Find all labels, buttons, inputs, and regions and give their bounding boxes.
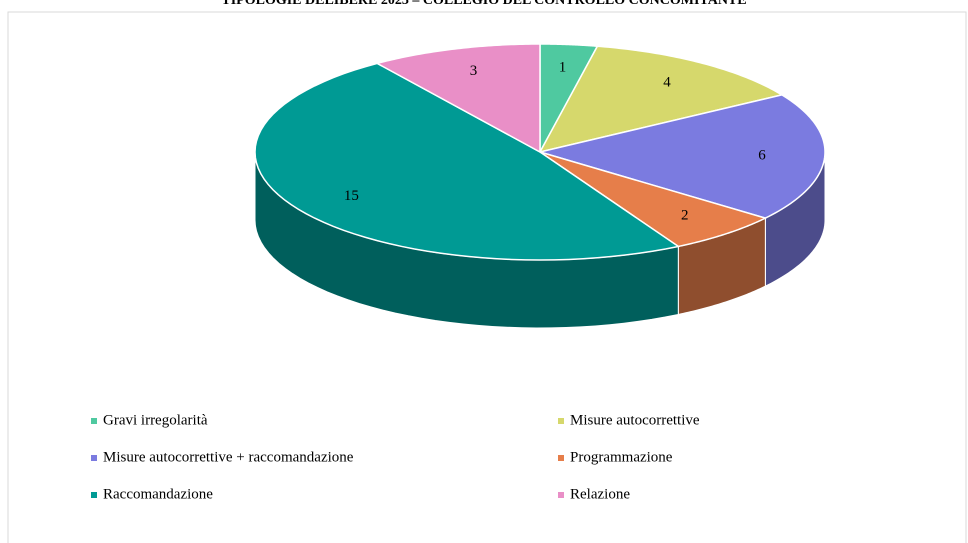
slice	[254, 62, 681, 261]
legend-label: Gravi irregolarità	[103, 412, 208, 428]
data-label: 2	[681, 207, 689, 223]
slice	[538, 45, 784, 154]
slice	[375, 43, 541, 154]
legend-label: Misure autocorrettive	[570, 412, 700, 428]
slice	[537, 94, 826, 219]
data-label: 15	[344, 188, 359, 204]
legend-label: Raccomandazione	[103, 486, 213, 502]
legend-swatch	[558, 418, 564, 424]
chart-title: TIPOLOGIE DELIBERE 2023 – COLLEGIO DEL C…	[221, 0, 746, 8]
legend-swatch	[558, 492, 564, 498]
legend-label: Misure autocorrettive + raccomandazione	[103, 449, 354, 465]
chart-border	[7, 11, 967, 543]
data-label: 3	[470, 63, 478, 79]
data-label: 4	[663, 74, 671, 90]
legend-swatch	[91, 492, 97, 498]
legend-swatch	[91, 455, 97, 461]
slice	[539, 151, 768, 248]
legend-swatch	[558, 455, 564, 461]
legend-swatch	[91, 418, 97, 424]
legend-label: Relazione	[570, 486, 630, 502]
data-label: 6	[758, 148, 766, 164]
data-label: 1	[559, 60, 567, 76]
legend-label: Programmazione	[570, 449, 673, 465]
